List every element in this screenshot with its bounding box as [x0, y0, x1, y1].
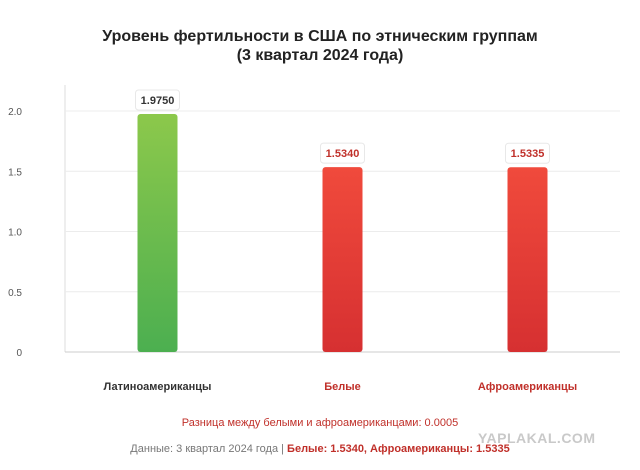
bar-2: [322, 167, 363, 352]
y-tick-label: 2.0: [8, 107, 22, 118]
value-label-box: [135, 89, 180, 111]
value-label: 1.9750: [141, 95, 175, 107]
chart-title: Уровень фертильности в США по этническим…: [102, 28, 538, 45]
category-label: Афроамериканцы: [478, 381, 577, 393]
bar-3: [507, 167, 548, 352]
y-tick-label: 1.0: [8, 228, 22, 239]
category-label: Латиноамериканцы: [104, 381, 212, 393]
y-tick-label: 1.5: [8, 167, 22, 178]
value-label: 1.5340: [326, 148, 360, 160]
chart-subtitle: (3 квартал 2024 года): [236, 47, 404, 64]
y-tick-label: 0.5: [8, 288, 22, 299]
category-label: Белые: [324, 381, 361, 393]
value-label-box: [505, 142, 550, 164]
footer-note: Данные: 3 квартал 2024 года | Белые: 1.5…: [0, 443, 640, 455]
value-label-box: [320, 142, 365, 164]
footer-highlight: Белые: 1.5340, Афроамериканцы: 1.5335: [287, 443, 510, 455]
footer-prefix: Данные: 3 квартал 2024 года |: [130, 443, 288, 455]
value-label: 1.5335: [511, 148, 545, 160]
bar-1: [137, 114, 178, 352]
difference-note: Разница между белыми и афроамериканцами:…: [181, 417, 459, 429]
watermark-logo: YAPLAKAL.COM: [478, 430, 596, 446]
y-tick-label: 0: [16, 348, 22, 359]
